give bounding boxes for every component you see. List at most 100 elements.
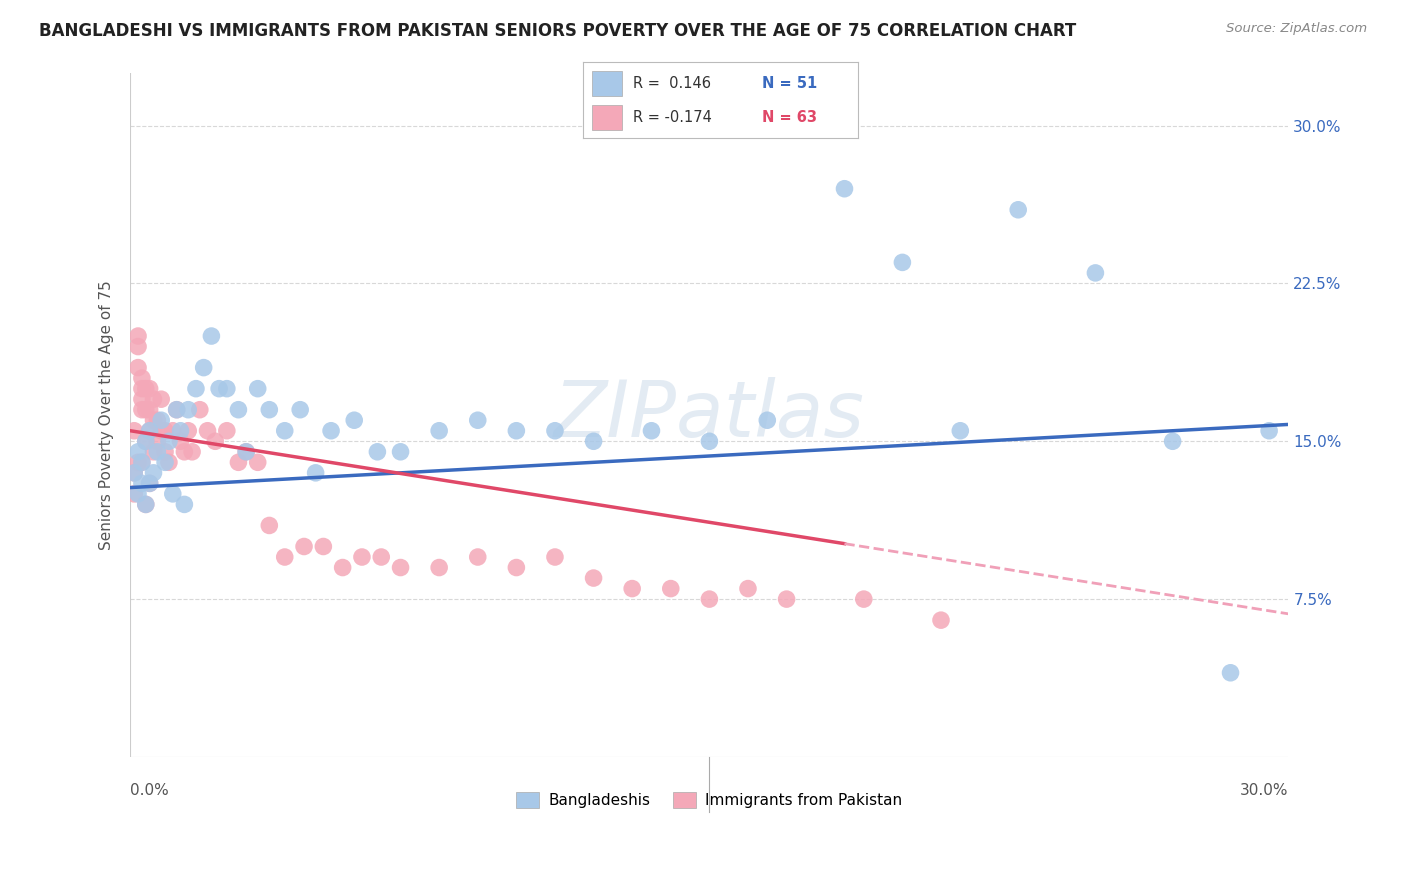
Point [150, 413, 173, 427]
Point [949, 424, 972, 438]
Point [135, 382, 157, 396]
Point [138, 476, 160, 491]
Point [153, 455, 176, 469]
Point [505, 560, 527, 574]
Text: R = -0.174: R = -0.174 [633, 110, 711, 125]
Point [215, 424, 238, 438]
FancyBboxPatch shape [592, 105, 621, 130]
Point [135, 434, 157, 449]
Point [146, 434, 169, 449]
Point [157, 455, 180, 469]
Point [235, 444, 257, 458]
Text: ZIPatlas: ZIPatlas [554, 377, 865, 453]
Point [343, 413, 366, 427]
Point [122, 424, 145, 438]
Point [177, 424, 200, 438]
Point [166, 402, 188, 417]
Point [467, 549, 489, 564]
Point [193, 360, 215, 375]
Legend: Bangladeshis, Immigrants from Pakistan: Bangladeshis, Immigrants from Pakistan [510, 786, 908, 814]
Point [131, 402, 153, 417]
Point [131, 455, 153, 469]
Point [135, 497, 157, 511]
Point [138, 424, 160, 438]
Point [122, 466, 145, 480]
Point [131, 455, 153, 469]
Point [142, 466, 165, 480]
Point [157, 434, 180, 449]
Point [640, 424, 662, 438]
Point [181, 444, 204, 458]
Point [235, 444, 257, 458]
Point [1161, 434, 1184, 449]
Point [177, 402, 200, 417]
Point [208, 382, 231, 396]
Point [204, 434, 226, 449]
Point [852, 592, 875, 607]
Point [146, 444, 169, 458]
Point [427, 560, 450, 574]
Point [891, 255, 914, 269]
Point [1219, 665, 1241, 680]
Point [127, 455, 149, 469]
Point [215, 382, 238, 396]
Point [756, 413, 779, 427]
Point [127, 487, 149, 501]
Point [142, 392, 165, 407]
Point [366, 444, 388, 458]
Text: 0.0%: 0.0% [131, 782, 169, 797]
Point [135, 497, 157, 511]
Point [699, 592, 721, 607]
Point [122, 487, 145, 501]
Point [127, 340, 149, 354]
Point [138, 476, 160, 491]
Text: BANGLADESHI VS IMMIGRANTS FROM PAKISTAN SENIORS POVERTY OVER THE AGE OF 75 CORRE: BANGLADESHI VS IMMIGRANTS FROM PAKISTAN … [39, 22, 1077, 40]
Point [138, 402, 160, 417]
Point [135, 402, 157, 417]
Point [389, 560, 412, 574]
Point [290, 402, 312, 417]
Point [304, 466, 326, 480]
Point [166, 402, 188, 417]
Point [259, 518, 281, 533]
Point [929, 613, 952, 627]
Point [142, 444, 165, 458]
Text: N = 51: N = 51 [762, 76, 817, 91]
Text: R =  0.146: R = 0.146 [633, 76, 711, 91]
Point [188, 402, 211, 417]
Point [544, 549, 567, 564]
Point [173, 444, 195, 458]
Point [1084, 266, 1107, 280]
Point [699, 434, 721, 449]
FancyBboxPatch shape [592, 70, 621, 95]
Point [131, 382, 153, 396]
Point [142, 413, 165, 427]
Point [274, 424, 297, 438]
Point [228, 455, 250, 469]
Point [150, 424, 173, 438]
Point [138, 424, 160, 438]
Y-axis label: Seniors Poverty Over the Age of 75: Seniors Poverty Over the Age of 75 [100, 280, 114, 549]
Point [169, 434, 191, 449]
Point [228, 402, 250, 417]
Point [162, 424, 184, 438]
Point [350, 549, 373, 564]
Point [197, 424, 219, 438]
Point [184, 382, 207, 396]
Text: Source: ZipAtlas.com: Source: ZipAtlas.com [1226, 22, 1367, 36]
Point [127, 444, 149, 458]
Point [467, 413, 489, 427]
Point [131, 476, 153, 491]
Point [122, 466, 145, 480]
Point [319, 424, 342, 438]
Point [246, 382, 269, 396]
Point [135, 434, 157, 449]
Point [1258, 424, 1281, 438]
Point [1007, 202, 1029, 217]
Point [544, 424, 567, 438]
Point [246, 455, 269, 469]
Point [775, 592, 797, 607]
Point [131, 392, 153, 407]
Point [150, 392, 173, 407]
Point [173, 497, 195, 511]
